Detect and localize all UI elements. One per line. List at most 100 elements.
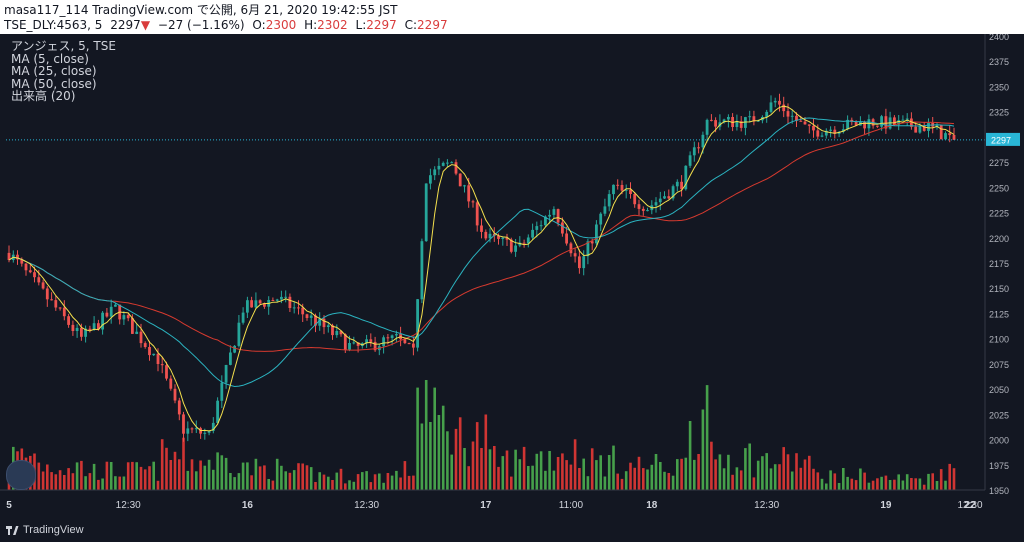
volume-bar [118,476,121,490]
candle-body [769,102,773,112]
ohlc-line: TSE_DLY:4563, 5 2297▼ −27 (−1.16%) O:230… [4,17,448,33]
price-tick-label: 2325 [989,108,1009,118]
candle-body [671,186,675,199]
price-tick-label: 2000 [989,436,1009,446]
volume-bar [812,468,815,490]
price-tick-label: 2225 [989,209,1009,219]
volume-bar [688,421,692,490]
volume-bar [884,475,888,490]
candle-body [62,307,66,317]
volume-bar [693,459,696,490]
candle-body [667,196,671,199]
candle-body [918,126,922,133]
candle-body [301,307,305,315]
candle-body [654,202,658,206]
volume-bar [37,462,41,490]
candle-body [816,130,820,137]
volume-bar [624,471,628,490]
chart-background [0,34,1024,542]
candle-body [680,181,683,190]
candle-body [505,237,509,240]
volume-bar [373,474,377,490]
candle-body [114,304,117,307]
candle-body [156,353,160,364]
candle-body [544,216,547,226]
low-value: 2297 [366,18,397,32]
candle-body [944,133,947,140]
candle-body [403,339,407,344]
volume-bar [808,455,811,490]
candle-body [54,300,58,308]
candle-body [739,121,743,128]
candle-body [701,134,705,148]
volume-bar [75,462,79,490]
open-value: 2300 [265,18,297,32]
candle-body [539,225,543,227]
volume-bar [531,465,534,490]
candle-body [305,314,309,318]
volume-bar [322,474,326,490]
candle-body [778,100,781,105]
volume-bar [318,472,321,490]
volume-bar [880,476,883,490]
volume-bar [659,462,662,490]
close-value: 2297 [417,18,448,32]
candle-body [318,318,322,326]
volume-bar [263,465,266,490]
candle-body [629,189,632,194]
price-tick-label: 1975 [989,461,1009,471]
candle-body [752,116,756,122]
volume-bar [505,450,509,490]
tradingview-brand[interactable]: TradingView [6,524,84,536]
candle-body [905,118,909,120]
volume-bar [63,475,66,490]
volume-bar [816,472,820,490]
volume-bar [761,456,764,490]
candle-body [705,119,709,135]
candle-body [586,241,590,257]
volume-bar [901,480,905,490]
volume-bar [458,417,462,490]
candle-body [237,322,241,346]
volume-bar [871,480,875,490]
volume-bar [510,476,513,490]
volume-bar [612,445,615,490]
candle-body [463,185,466,187]
candle-body [169,378,173,389]
candle-body [75,327,79,331]
price-tick-label: 2200 [989,234,1009,244]
volume-bar [663,471,666,490]
candle-body [675,181,679,187]
candlestick-chart[interactable]: 2400237523502325230022752250222522002175… [0,34,1024,542]
volume-bar [399,477,402,490]
volume-bar [241,462,245,490]
last-price-tag [986,132,1020,146]
volume-bar [237,473,241,490]
candle-body [148,347,151,356]
candle-body [824,130,828,136]
candle-body [518,242,522,246]
volume-bar [288,472,292,490]
volume-bar [365,471,368,490]
candle-body [109,306,113,317]
volume-bar [339,468,343,490]
volume-bar [859,468,862,490]
volume-bar [599,455,602,490]
volume-bar [918,478,922,490]
candle-body [803,121,807,125]
candle-body [173,388,177,401]
candle-body [710,119,713,121]
candle-body [24,263,28,271]
candle-body [254,300,258,308]
volume-bar [914,478,917,490]
price-axis [985,34,1024,542]
volume-bar [267,479,270,490]
chart-area[interactable]: 2400237523502325230022752250222522002175… [0,34,1024,542]
candle-body [488,233,492,239]
volume-bar [195,471,198,490]
volume-bar [642,468,645,490]
volume-bar [309,467,313,490]
high-label: H: [304,18,318,32]
candle-body [624,189,628,191]
chart-badge-icon[interactable] [6,460,36,490]
